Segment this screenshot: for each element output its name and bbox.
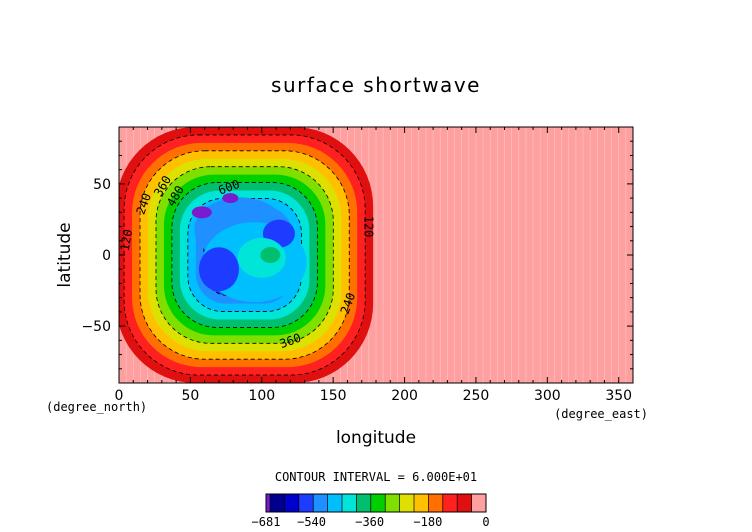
colorbar-tick-label: −360 [355,515,384,529]
x-axis-unit: (degree_east) [554,407,648,421]
colorbar-tick-label: −180 [413,515,442,529]
x-tick-label: 0 [115,388,124,404]
colorbar-labels: −681 −540 −360 −180 0 [252,515,490,529]
colorbar-swatch [298,494,314,512]
contour-label: 120 [118,228,136,252]
contour-interval-text: CONTOUR INTERVAL = 6.000E+01 [275,470,477,484]
contour-label: 600 [216,177,241,198]
colorbar-swatch [342,494,357,512]
colorbar-swatch [457,494,472,512]
colorbar-swatch [313,494,328,512]
colorbar-tick-label: 0 [482,515,489,529]
contour-label: 240 [338,291,359,316]
y-tick-label: −50 [81,319,111,335]
x-tick-label: 200 [391,388,418,404]
contour-label: 360 [278,331,303,352]
colorbar-swatch [327,494,342,512]
cloud-patch [260,247,281,263]
x-tick-label: 100 [248,388,275,404]
y-axis-label: latitude [55,222,75,287]
colorbar [266,494,486,512]
colorbar-swatch [284,494,299,512]
colorbar-swatch [270,494,285,512]
colorbar-swatch [471,494,486,512]
axis-ticks: 0 50 100 150 200 250 300 350 −50 0 50 [81,127,633,404]
x-tick-label: 150 [320,388,347,404]
y-tick-label: 0 [102,248,111,264]
y-axis-unit: (degree_north) [46,400,147,414]
plot-area [119,127,633,383]
colorbar-tick-label: −540 [297,515,326,529]
colorbar-swatch [370,494,386,512]
contour-line [139,150,350,360]
colorbar-swatch [399,494,414,512]
contour-line [123,134,366,376]
colorbar-swatch [266,494,270,512]
colorbar-tick-label: −681 [252,515,281,529]
x-tick-label: 350 [605,388,632,404]
colorbar-swatch [414,494,429,512]
contour-label: 120 [362,216,376,238]
colorbar-swatch [442,494,458,512]
chart-title: surface shortwave [271,73,481,97]
colorbar-frame [265,493,487,513]
cloud-patch [198,247,239,292]
x-tick-label: 50 [181,388,199,404]
contour-label: 240 [134,191,155,216]
x-axis-label: longitude [336,428,416,448]
y-tick-label: 50 [93,177,111,193]
colorbar-swatch [428,494,443,512]
contour-line [155,166,334,344]
x-tick-label: 300 [534,388,561,404]
cloud-patch [191,206,212,219]
colorbar-swatch [385,494,400,512]
cloud-patch [222,193,239,204]
colorbar-swatch [356,494,371,512]
x-tick-label: 250 [463,388,490,404]
